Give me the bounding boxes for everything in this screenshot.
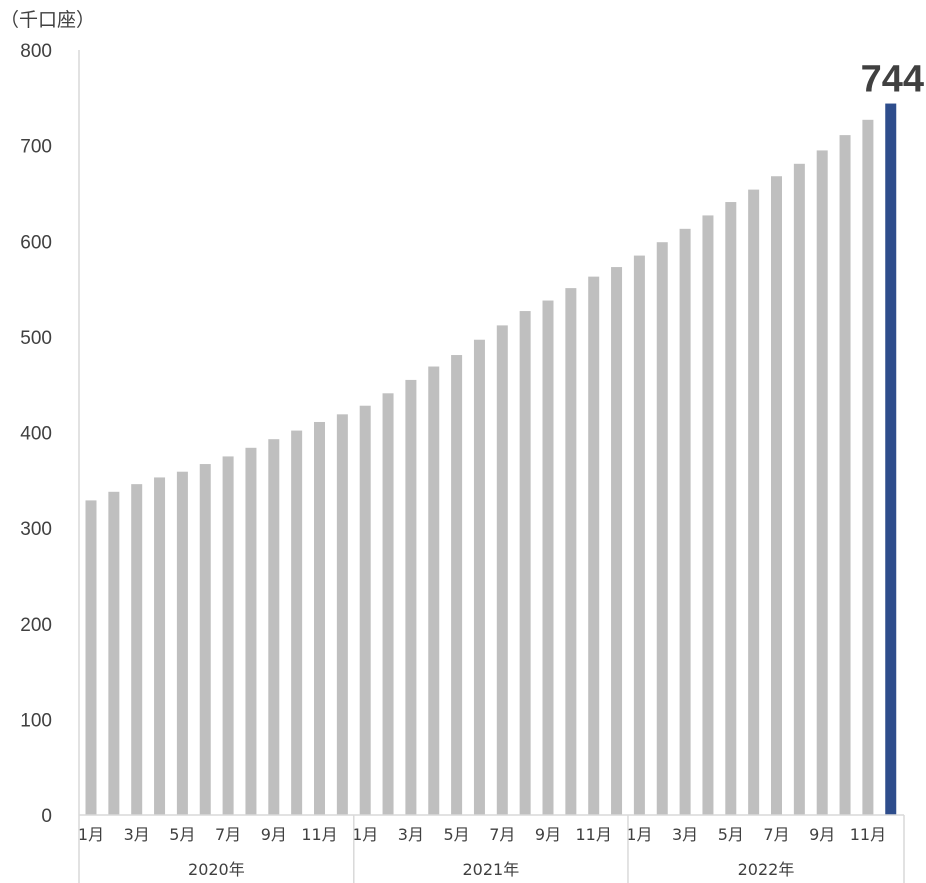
y-tick-label: 600 — [20, 232, 52, 253]
bar — [702, 215, 714, 815]
y-tick-label: 300 — [20, 519, 52, 540]
y-tick-label: 500 — [20, 328, 52, 349]
x-tick-label: 11月 — [301, 825, 337, 844]
bar — [131, 484, 143, 815]
bar — [816, 150, 828, 815]
bar — [748, 189, 760, 816]
x-tick-label: 5月 — [444, 825, 470, 844]
bar — [611, 267, 623, 815]
x-tick-label: 9月 — [809, 825, 835, 844]
bar — [359, 405, 371, 815]
x-tick-label: 7月 — [763, 825, 789, 844]
y-tick-label: 700 — [20, 137, 52, 158]
highlight-bar — [885, 103, 897, 816]
bar — [542, 300, 554, 815]
y-tick-label: 400 — [20, 424, 52, 445]
bar — [314, 421, 325, 815]
y-tick-label: 800 — [20, 41, 52, 62]
bar — [85, 500, 97, 815]
bar — [725, 202, 737, 816]
x-tick-label: 9月 — [261, 825, 287, 844]
bar — [588, 276, 600, 815]
bar — [771, 176, 782, 816]
bar — [473, 339, 485, 815]
y-axis-unit-label: （千口座） — [0, 9, 95, 31]
bar — [656, 242, 668, 815]
bar — [108, 491, 120, 815]
x-tick-label: 3月 — [672, 825, 698, 844]
bar — [154, 477, 166, 815]
x-tick-label: 3月 — [124, 825, 150, 844]
y-tick-label: 0 — [41, 806, 52, 827]
bar — [793, 163, 805, 816]
bar — [839, 135, 851, 816]
x-tick-label: 5月 — [718, 825, 744, 844]
x-tick-label: 9月 — [535, 825, 561, 844]
bar — [519, 311, 531, 815]
bar — [565, 288, 577, 815]
y-tick-label: 200 — [20, 615, 52, 636]
bar — [245, 447, 257, 815]
bar — [291, 430, 303, 815]
bar — [199, 464, 211, 815]
bar — [679, 228, 691, 815]
x-group-label: 2021年 — [463, 860, 520, 879]
x-axis: 1月 3月 5月 7月 9月 11月 1月 3月 5月 7月 9月 11月 1月 3月 5月 7月 9月 11月 2… — [78, 814, 905, 883]
x-tick-label: 3月 — [398, 825, 424, 844]
y-axis: 0 100 200 300 400 500 600 700 800 — [20, 41, 80, 827]
x-tick-label: 7月 — [215, 825, 241, 844]
y-tick-label: 100 — [20, 710, 52, 731]
x-group-label: 2022年 — [738, 860, 795, 879]
bars — [85, 103, 897, 816]
x-tick-label: 1月 — [352, 825, 378, 844]
x-tick-label: 5月 — [169, 825, 195, 844]
x-tick-label: 11月 — [850, 825, 886, 844]
bar — [405, 379, 417, 815]
bar — [428, 366, 440, 815]
bar — [862, 119, 874, 815]
bar — [268, 439, 280, 815]
x-group-label: 2020年 — [188, 860, 245, 879]
bar — [222, 456, 234, 815]
x-tick-label: 11月 — [576, 825, 612, 844]
bar — [176, 471, 188, 815]
bar — [633, 255, 645, 816]
bar — [451, 355, 463, 815]
bar — [382, 393, 394, 815]
x-tick-label: 1月 — [626, 825, 652, 844]
highlight-value-label: 744 — [861, 59, 924, 101]
x-tick-label: 1月 — [78, 825, 104, 844]
bar — [496, 325, 508, 815]
x-tick-label: 7月 — [489, 825, 515, 844]
bar — [336, 414, 348, 815]
